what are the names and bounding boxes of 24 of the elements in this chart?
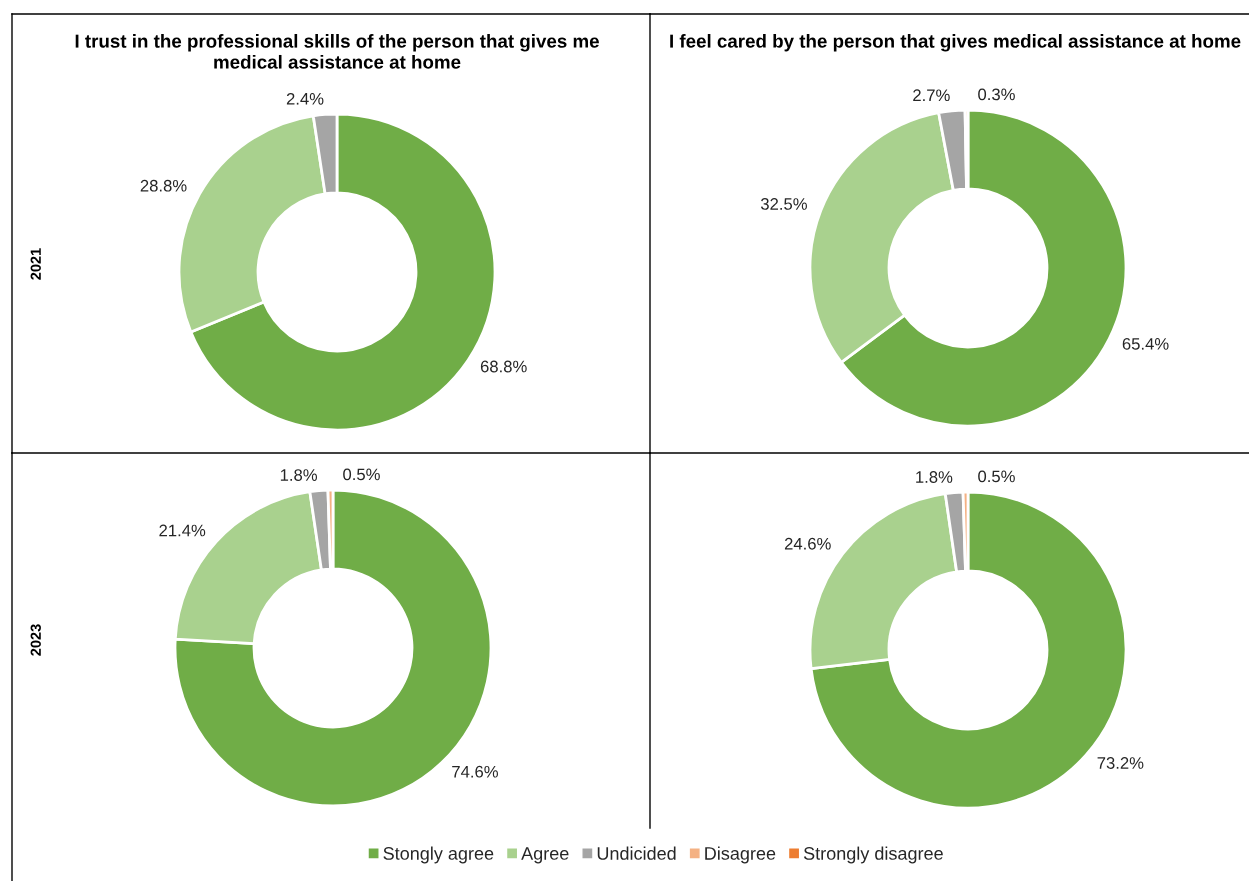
- data-label: 65.4%: [1122, 337, 1169, 350]
- data-label: 0.5%: [343, 468, 380, 481]
- text: 2021: [30, 248, 41, 280]
- chart-title: I feel cared by the person that gives medical assistance at home: [670, 34, 1241, 52]
- data-label: 28.8%: [140, 179, 187, 192]
- data-label: 21.4%: [159, 524, 206, 537]
- legend-label: Disagree: [705, 846, 776, 864]
- data-label: 74.6%: [452, 765, 498, 778]
- data-label: 68.8%: [480, 360, 527, 373]
- data-label: 0.3%: [978, 88, 1015, 101]
- legend-label: Stongly agree: [383, 846, 494, 864]
- data-label: 0.5%: [978, 470, 1015, 483]
- text: 2023: [30, 624, 41, 656]
- legend-label: Undicided: [597, 846, 676, 860]
- legend-label: Agree: [521, 847, 569, 864]
- data-label: 1.8%: [916, 471, 953, 483]
- data-label: 1.8%: [280, 469, 318, 481]
- data-label: 2.7%: [913, 89, 950, 102]
- legend-label: Strongly disagree: [803, 846, 943, 864]
- data-label: 32.5%: [760, 198, 807, 210]
- chart-title: I trust in the professional skills of the person that gives me medical assistance at home: [75, 34, 599, 69]
- data-label: 24.6%: [784, 537, 831, 550]
- data-label: 2.4%: [286, 92, 324, 105]
- data-label: 73.2%: [1097, 757, 1144, 769]
